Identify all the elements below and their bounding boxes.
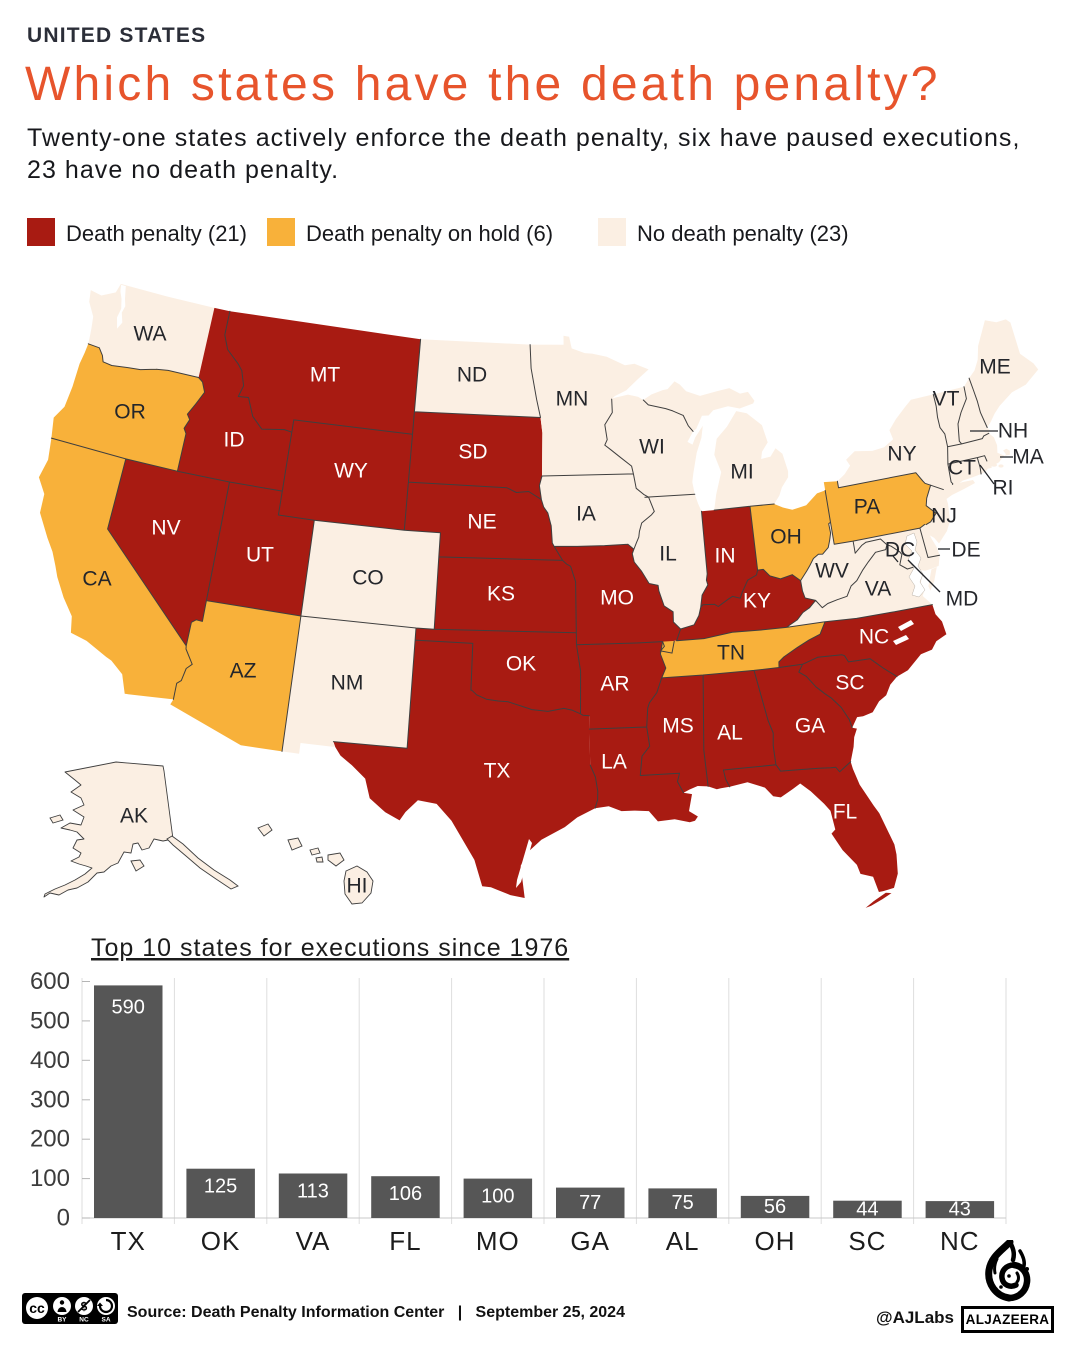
svg-text:MD: MD: [946, 588, 979, 611]
svg-text:44: 44: [856, 1198, 878, 1220]
svg-text:WA: WA: [133, 323, 166, 346]
svg-text:ME: ME: [979, 356, 1011, 379]
svg-text:SA: SA: [101, 1317, 110, 1324]
svg-text:NC: NC: [940, 1226, 980, 1256]
svg-text:Top 10 states for executions s: Top 10 states for executions since 1976: [91, 934, 569, 962]
svg-text:NY: NY: [887, 443, 916, 466]
svg-text:VA: VA: [296, 1226, 331, 1256]
svg-text:LA: LA: [601, 751, 627, 774]
svg-text:500: 500: [30, 1007, 70, 1034]
svg-text:cc: cc: [29, 1300, 45, 1316]
svg-text:200: 200: [30, 1126, 70, 1153]
svg-text:NJ: NJ: [931, 505, 957, 528]
svg-text:WV: WV: [815, 560, 849, 583]
svg-text:VA: VA: [865, 578, 891, 601]
svg-text:NC: NC: [859, 626, 889, 649]
svg-text:CA: CA: [82, 568, 111, 591]
svg-text:MS: MS: [662, 715, 694, 738]
svg-text:MT: MT: [310, 364, 340, 387]
svg-text:600: 600: [30, 968, 70, 995]
svg-text:MO: MO: [476, 1226, 520, 1256]
svg-text:FL: FL: [833, 801, 858, 824]
svg-text:DC: DC: [885, 539, 915, 562]
svg-text:113: 113: [297, 1181, 329, 1203]
svg-text:NV: NV: [151, 517, 180, 540]
svg-text:UT: UT: [246, 544, 274, 567]
svg-text:56: 56: [764, 1196, 786, 1218]
svg-text:NM: NM: [331, 672, 364, 695]
svg-text:MN: MN: [556, 388, 589, 411]
svg-text:0: 0: [57, 1205, 70, 1232]
svg-text:TX: TX: [111, 1226, 146, 1256]
svg-text:OH: OH: [770, 526, 802, 549]
svg-text:PA: PA: [854, 496, 880, 519]
svg-text:100: 100: [30, 1165, 70, 1192]
svg-text:100: 100: [481, 1186, 514, 1208]
svg-text:590: 590: [112, 996, 145, 1018]
svg-text:OK: OK: [506, 653, 536, 676]
svg-text:SC: SC: [848, 1226, 886, 1256]
svg-text:OR: OR: [114, 401, 146, 424]
svg-text:AL: AL: [666, 1226, 700, 1256]
svg-text:CT: CT: [948, 457, 976, 480]
svg-text:AZ: AZ: [230, 660, 257, 683]
svg-text:HI: HI: [347, 875, 368, 898]
svg-text:MI: MI: [730, 461, 753, 484]
svg-text:400: 400: [30, 1047, 70, 1074]
svg-text:KS: KS: [487, 583, 515, 606]
svg-text:BY: BY: [57, 1317, 67, 1324]
svg-text:AL: AL: [717, 722, 743, 745]
svg-text:125: 125: [204, 1176, 237, 1198]
svg-text:IL: IL: [659, 543, 677, 566]
svg-text:GA: GA: [570, 1226, 610, 1256]
svg-text:NE: NE: [467, 511, 496, 534]
svg-text:WI: WI: [639, 436, 665, 459]
svg-text:VT: VT: [933, 388, 960, 411]
svg-text:TN: TN: [717, 642, 745, 665]
svg-text:DE: DE: [951, 539, 980, 562]
svg-text:AR: AR: [600, 673, 629, 696]
svg-text:MO: MO: [600, 587, 634, 610]
svg-text:ND: ND: [457, 364, 487, 387]
svg-text:AK: AK: [120, 805, 148, 828]
svg-text:SD: SD: [458, 441, 487, 464]
svg-text:OH: OH: [755, 1226, 796, 1256]
svg-text:SC: SC: [835, 672, 864, 695]
svg-text:ID: ID: [224, 429, 245, 452]
svg-text:CO: CO: [352, 567, 384, 590]
svg-text:TX: TX: [484, 760, 511, 783]
svg-text:IN: IN: [715, 545, 736, 568]
svg-text:GA: GA: [795, 715, 825, 738]
svg-text:300: 300: [30, 1086, 70, 1113]
svg-text:KY: KY: [743, 590, 771, 613]
svg-text:RI: RI: [993, 477, 1014, 500]
svg-text:NH: NH: [998, 420, 1028, 443]
svg-text:NC: NC: [79, 1317, 89, 1324]
svg-text:OK: OK: [201, 1226, 241, 1256]
svg-text:MA: MA: [1012, 446, 1044, 469]
svg-text:IA: IA: [576, 503, 596, 526]
svg-text:75: 75: [671, 1192, 693, 1214]
svg-text:WY: WY: [334, 460, 368, 483]
svg-text:43: 43: [949, 1199, 971, 1221]
svg-text:77: 77: [579, 1192, 601, 1214]
svg-text:FL: FL: [389, 1226, 421, 1256]
svg-text:106: 106: [389, 1183, 422, 1205]
